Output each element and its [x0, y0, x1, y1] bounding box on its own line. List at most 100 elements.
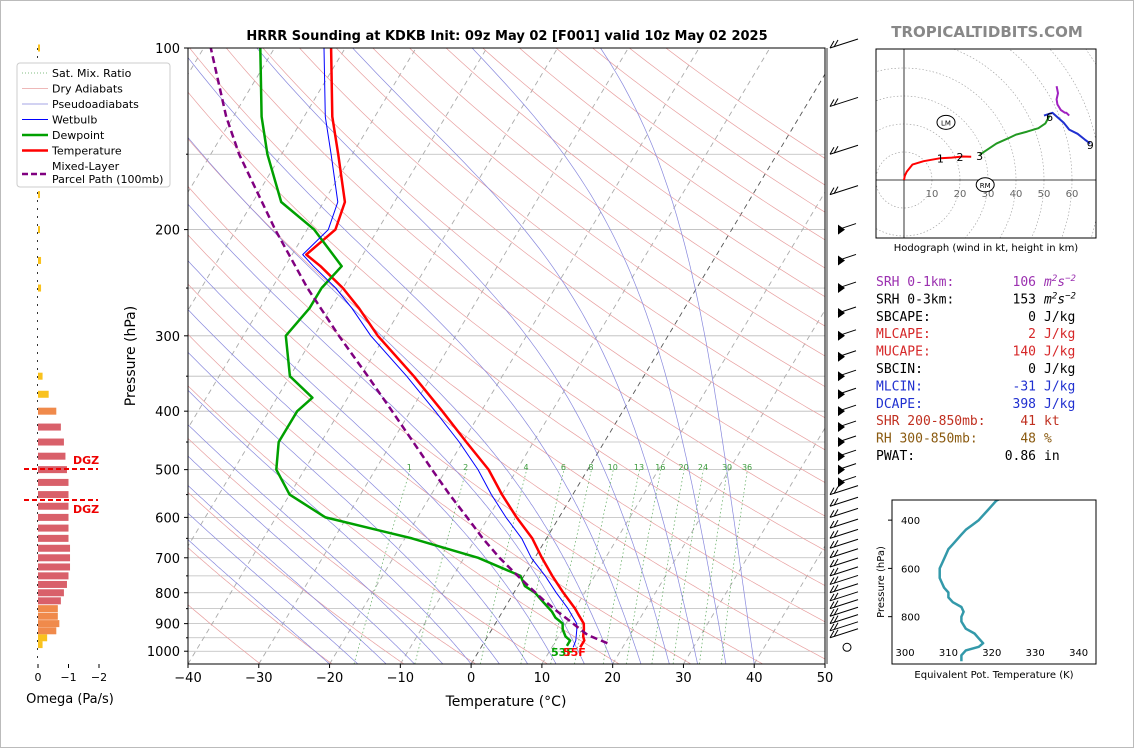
wind-barb: [837, 281, 857, 294]
x-tick-label: −10: [387, 671, 414, 686]
wind-barb-tick: [829, 99, 835, 107]
wind-barb: [829, 144, 859, 155]
dry-adiabat-line: [226, 48, 825, 517]
wind-barb-tick: [829, 550, 835, 559]
wind-barb-flag: [838, 283, 845, 294]
stat-value: 140: [1013, 345, 1036, 360]
hodograph-height-label: 2: [957, 151, 964, 164]
wind-barb-flag: [838, 224, 845, 235]
series-mixed-layer-parcel-path-100mb-: [209, 48, 608, 645]
stat-unit: J/kg: [1044, 379, 1075, 394]
theta-e-ylabel: Pressure (hPa): [876, 546, 887, 618]
x-tick-label: 40: [746, 671, 763, 686]
mixing-ratio-label: 8: [588, 463, 593, 472]
series-temperature: [305, 48, 586, 648]
legend-label-line: Dry Adiabats: [52, 83, 123, 96]
stat-unit: J/kg: [1044, 310, 1075, 325]
wind-barb: [829, 485, 859, 496]
wind-barb-staff: [837, 281, 857, 289]
legend-label: Temperature: [51, 145, 122, 158]
wind-barb: [837, 475, 857, 488]
hodograph-trace: [1043, 111, 1091, 145]
legend-label: Wetbulb: [52, 114, 97, 127]
dry-adiabat-line: [262, 48, 825, 483]
moist-adiabat-line: [188, 539, 330, 664]
wind-barb-tick: [833, 145, 839, 154]
mixing-ratio-line: [574, 469, 614, 664]
dry-adiabat-line: [299, 48, 825, 451]
theta-e-trace: [938, 500, 1001, 662]
omega-chart: 0 −1 −2 DGZ DGZ Omega (Pa/s): [24, 44, 114, 707]
wind-barb-staff: [837, 369, 857, 377]
omega-bar: [38, 407, 57, 415]
theta-e-frame: [891, 499, 1097, 665]
wind-barb-flag: [838, 389, 845, 400]
wind-barb-flag: [838, 422, 845, 433]
wind-barb: [829, 185, 859, 196]
stat-unit: m2s−2: [1043, 274, 1076, 290]
legend-label-line: Dewpoint: [52, 129, 105, 142]
wind-barb: [837, 329, 857, 341]
stat-unit: J/kg: [1044, 327, 1075, 342]
moist-adiabat-line: [188, 424, 444, 664]
wind-barb-tick: [829, 630, 835, 639]
stat-label: DCAPE:: [876, 397, 923, 412]
stat-unit: kt: [1044, 414, 1060, 429]
wind-barb-flag: [838, 351, 845, 362]
wind-barb-tick: [833, 615, 839, 623]
wind-barb-staff: [837, 223, 857, 231]
moist-adiabat-line: [256, 48, 670, 664]
stat-value: 0.86: [1005, 449, 1036, 464]
y-tick-label: 1000: [147, 645, 180, 660]
y-tick-label: 500: [155, 464, 180, 479]
moist-adiabat-line: [188, 56, 642, 664]
isotherm-line: [683, 427, 825, 664]
hodograph-height-label: 6: [1046, 111, 1053, 124]
stat-unit: %: [1044, 432, 1052, 447]
surface-dewpoint-label: 53F: [551, 646, 574, 659]
wind-barb-staff: [837, 404, 857, 412]
mixing-ratio-line: [672, 469, 704, 664]
omega-bar: [38, 256, 42, 264]
isotherm-line: [188, 48, 346, 311]
hodograph-ring-label: 30: [982, 189, 995, 200]
omega-bar: [38, 544, 71, 552]
wind-barb-staff: [837, 253, 857, 261]
stat-unit-base: s: [1057, 275, 1065, 290]
omega-bar: [38, 191, 40, 199]
surface-temp-label: 55F: [563, 646, 586, 659]
mixing-ratio-line: [602, 469, 640, 664]
omega-tick-label: 0: [35, 671, 42, 684]
omega-bar: [38, 478, 69, 486]
calm-wind-circle: [842, 642, 852, 652]
wind-barb-tick: [833, 558, 839, 567]
legend-label: Dewpoint: [52, 129, 105, 142]
stat-unit: m2s−2: [1043, 291, 1076, 307]
x-tick-label: 30: [675, 671, 692, 686]
hodograph-trace: [979, 115, 1051, 156]
dry-adiabat-line: [188, 234, 763, 664]
storm-motion-marker: [936, 114, 956, 130]
moist-adiabat-line: [188, 351, 500, 664]
wind-barb-tick: [829, 593, 835, 602]
omega-bar: [38, 641, 43, 649]
dry-adiabat-line: [188, 491, 405, 664]
stat-value: 0: [1028, 310, 1036, 325]
isotherm-line: [329, 48, 700, 664]
stat-label: MLCIN:: [876, 379, 923, 394]
mixing-ratio-line: [353, 469, 411, 664]
omega-bar: [38, 634, 48, 642]
wind-barb-staff: [837, 350, 857, 358]
y-tick-label: 100: [155, 42, 180, 57]
wind-barb-tick: [829, 601, 835, 609]
hodograph-ring-label: 20: [954, 189, 967, 200]
stat-unit-base: s: [1057, 292, 1065, 307]
omega-bar: [38, 612, 58, 620]
wind-barb-tick: [829, 577, 835, 585]
stat-label: RH 300-850mb:: [876, 432, 978, 447]
skewt-xlabel: Temperature (°C): [445, 694, 567, 710]
omega-bar: [38, 572, 69, 580]
stat-unit-exp: 2: [1052, 291, 1057, 301]
dry-adiabat-line: [445, 48, 825, 327]
stat-unit-base: m: [1043, 292, 1052, 307]
